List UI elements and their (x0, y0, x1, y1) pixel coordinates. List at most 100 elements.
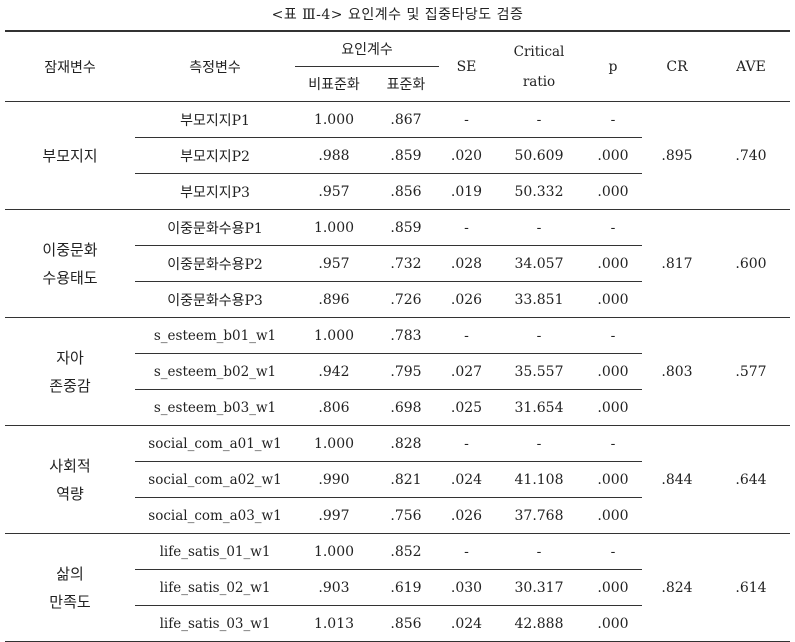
std-loading-cell: .619 (373, 569, 439, 606)
p-value-cell: .000 (597, 399, 629, 416)
critical-ratio-cell: 50.609 (494, 137, 584, 174)
std-loading-cell: .795 (373, 353, 439, 390)
latent-variable-line: 이중문화 (42, 240, 98, 259)
latent-variable-line: 부모지지 (42, 146, 98, 165)
indicator-cell: s_esteem_b02_w1 (135, 353, 295, 390)
indicator-cell: life_satis_01_w1 (135, 533, 295, 570)
unstd-loading-cell: .997 (318, 507, 350, 524)
latent-group: 사회적 역량 social_com_a01_w1 1.000.828- - - .844.6… (5, 425, 790, 534)
unstd-loading-cell: .942 (295, 353, 373, 390)
indicator-cell: 이중문화수용P1 (135, 209, 295, 246)
table-row: 삶의 만족도 life_satis_01_w1 1.000.852- - - .824.61… (5, 533, 790, 611)
unstd-loading-cell: 1.000 (295, 101, 373, 138)
p-value-cell: - (584, 209, 642, 246)
table-row: 사회적 역량 social_com_a01_w1 1.000.828- - - .844.6… (5, 425, 790, 503)
cr-cell: .817 (661, 255, 693, 272)
ave-cell: .600 (735, 255, 767, 272)
latent-variable-line: 자아 (56, 348, 84, 367)
header-loading: 요인계수 (295, 31, 439, 67)
table-row: 부모지지 부모지지P1 1.000.867- - - .895.740 (5, 101, 790, 165)
indicator-cell: s_esteem_b03_w1 (153, 399, 277, 416)
p-value-cell: .000 (597, 291, 629, 308)
std-loading-cell: .828 (373, 425, 439, 462)
std-loading-cell: .726 (390, 291, 422, 308)
critical-ratio-cell: - (494, 317, 584, 354)
unstd-loading-cell: .957 (295, 245, 373, 282)
se-cell: .026 (450, 507, 483, 524)
latent-variable-line: 수용태도 (42, 268, 98, 287)
unstd-loading-cell: 1.013 (313, 615, 355, 632)
table-row: s_esteem_b02_w1.942.795.027 35.557.000 (5, 353, 790, 390)
indicator-cell: social_com_a01_w1 (135, 425, 295, 462)
header-critical-line2: ratio (522, 73, 556, 90)
indicator-cell: 부모지지P2 (135, 137, 295, 174)
ave-cell: .577 (735, 363, 767, 380)
critical-ratio-cell: 37.768 (514, 507, 564, 524)
p-value-cell: .000 (597, 615, 629, 632)
se-cell: - (439, 317, 494, 354)
critical-ratio-cell: 30.317 (494, 569, 584, 606)
unstd-loading-cell: .903 (295, 569, 373, 606)
critical-ratio-cell: 34.057 (494, 245, 584, 282)
critical-ratio-cell: - (494, 101, 584, 138)
se-cell: .020 (439, 137, 494, 174)
se-cell: .028 (439, 245, 494, 282)
latent-variable-line: 존중감 (49, 376, 91, 395)
table-row: s_esteem_b03_w1 .806 .698 .025 31.654 .000 (5, 390, 790, 426)
critical-ratio-cell: 41.108 (494, 461, 584, 498)
cr-cell: .895 (661, 147, 693, 164)
header-critical-ratio: Critical ratio (494, 31, 584, 102)
latent-variable-cell: 부모지지 (5, 102, 135, 210)
p-value-cell: .000 (584, 353, 642, 390)
p-value-cell: - (584, 101, 642, 138)
table-row: social_com_a02_w1.990.821.024 41.108.000 (5, 461, 790, 498)
header-ave: AVE (712, 31, 790, 102)
se-cell: .026 (450, 291, 483, 308)
std-loading-cell: .783 (373, 317, 439, 354)
p-value-cell: - (584, 533, 642, 570)
table-row: social_com_a03_w1 .997 .756 .026 37.768 .000 (5, 498, 790, 534)
latent-variable-line: 만족도 (49, 592, 91, 611)
table-row: 이중문화수용P2.957.732.028 34.057.000 (5, 245, 790, 282)
critical-ratio-cell: - (494, 533, 584, 570)
table-caption: <표 Ⅲ-4> 요인계수 및 집중타당도 검증 (0, 4, 795, 24)
unstd-loading-cell: .988 (295, 137, 373, 174)
indicator-cell: 부모지지P1 (135, 101, 295, 138)
se-cell: .024 (439, 461, 494, 498)
critical-ratio-cell: 35.557 (494, 353, 584, 390)
latent-variable-line: 역량 (56, 484, 84, 503)
indicator-cell: life_satis_02_w1 (135, 569, 295, 606)
se-cell: - (439, 533, 494, 570)
indicator-cell: life_satis_03_w1 (159, 615, 271, 632)
header-cr: CR (642, 31, 712, 102)
std-loading-cell: .859 (373, 209, 439, 246)
critical-ratio-cell: 42.888 (514, 615, 564, 632)
p-value-cell: .000 (597, 183, 629, 200)
indicator-cell: 이중문화수용P3 (167, 292, 263, 309)
latent-variable-line: 사회적 (49, 456, 91, 475)
critical-ratio-cell: - (494, 209, 584, 246)
unstd-loading-cell: 1.000 (295, 533, 373, 570)
latent-group: 자아 존중감 s_esteem_b01_w1 1.000.783- - - .803.577… (5, 317, 790, 426)
se-cell: - (439, 209, 494, 246)
header-p: p (584, 31, 642, 102)
std-loading-cell: .856 (390, 615, 422, 632)
unstd-loading-cell: .806 (318, 399, 350, 416)
unstd-loading-cell: .990 (295, 461, 373, 498)
se-cell: .027 (439, 353, 494, 390)
std-loading-cell: .867 (373, 101, 439, 138)
unstd-loading-cell: .957 (318, 183, 350, 200)
ave-cell: .614 (735, 579, 767, 596)
std-loading-cell: .859 (373, 137, 439, 174)
header-indicator: 측정변수 (135, 31, 295, 102)
indicator-cell: social_com_a02_w1 (135, 461, 295, 498)
latent-group: 부모지지 부모지지P1 1.000.867- - - .895.740 부모지지P2.988… (5, 101, 790, 210)
cr-cell: .844 (661, 471, 693, 488)
header-latent: 잠재변수 (5, 31, 135, 102)
latent-variable-line: 삶의 (56, 564, 84, 583)
caption-text: <표 Ⅲ-4> 요인계수 및 집중타당도 검증 (271, 7, 524, 23)
table-row: life_satis_03_w1 1.013 .856 .024 42.888 .000 (5, 606, 790, 642)
cr-cell: .803 (661, 363, 693, 380)
